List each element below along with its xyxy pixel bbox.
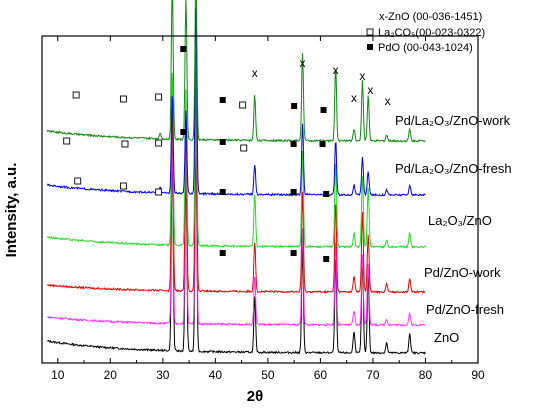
trace-line — [46, 7, 426, 197]
x-tick-label: 30 — [156, 368, 170, 382]
x-tick-label: 70 — [366, 368, 380, 382]
legend-label: x-ZnO (00-036-1451) — [379, 11, 482, 23]
pdo-peak-marker — [219, 139, 226, 145]
x-axis-label: 2θ — [247, 388, 263, 405]
pdo-peak-marker — [219, 189, 226, 195]
la2co5-peak-marker — [72, 91, 80, 99]
trace-group — [46, 0, 426, 355]
legend-filled-square-icon — [367, 44, 373, 50]
la2co5-peak-marker — [155, 188, 163, 196]
zno-peak-marker: x — [367, 83, 373, 97]
pdo-peak-marker — [323, 256, 330, 262]
x-tick-label: 10 — [51, 368, 65, 382]
pdo-peak-marker — [180, 129, 187, 135]
peak-marker-group: xxxxxxxxxx — [63, 46, 391, 262]
legend-label: PdO (00-043-1024) — [378, 42, 473, 54]
series-label: ZnO — [434, 330, 459, 345]
series-label: La₂O₃/ZnO — [428, 213, 492, 228]
legend-open-square-icon — [366, 28, 374, 36]
la2co5-peak-marker — [239, 101, 247, 109]
la2co5-peak-marker — [240, 144, 248, 152]
la2co5-peak-marker — [121, 140, 129, 148]
series-label: Pd/La₂O₃/ZnO-fresh — [395, 161, 512, 176]
pdo-peak-marker — [219, 250, 226, 256]
series-label-group: ZnO Pd/ZnO-fresh Pd/ZnO-work La₂O₃/ZnO Pd/La… — [395, 113, 512, 345]
x-tick-label: 50 — [261, 368, 275, 382]
pdo-peak-marker — [291, 103, 298, 109]
zno-peak-marker: x — [385, 94, 391, 108]
zno-peak-marker: x — [359, 69, 365, 83]
series-label: Pd/La₂O₃/ZnO-work — [395, 113, 511, 128]
pdo-peak-marker — [290, 250, 297, 256]
pdo-peak-marker — [180, 46, 187, 52]
y-axis-label: Intensity, a.u. — [3, 163, 20, 258]
zno-peak-marker: x — [252, 66, 258, 80]
pdo-peak-marker — [290, 189, 297, 195]
x-tick-label: 40 — [209, 368, 223, 382]
axes: 10 20 30 40 50 60 70 80 90 — [41, 35, 485, 382]
zno-peak-marker: x — [351, 91, 357, 105]
pdo-peak-marker — [219, 97, 226, 103]
legend: x-ZnO (00-036-1451) La₂CO₅(00-023-0322) Pd… — [366, 11, 485, 54]
trace-line — [46, 83, 426, 295]
x-tick-label: 60 — [314, 368, 328, 382]
series-label: Pd/ZnO-work — [424, 265, 501, 280]
pdo-peak-marker — [323, 191, 330, 197]
pdo-peak-marker — [320, 107, 327, 113]
x-tick-label: 90 — [471, 368, 485, 382]
la2co5-peak-marker — [119, 182, 127, 190]
x-tick-label: 80 — [419, 368, 433, 382]
la2co5-peak-marker — [155, 139, 163, 147]
zno-peak-marker: x — [300, 56, 306, 70]
pdo-peak-marker — [319, 141, 326, 147]
zno-peak-marker: x — [333, 63, 339, 77]
x-tick-label: 20 — [104, 368, 118, 382]
trace-line — [46, 51, 426, 249]
la2co5-peak-marker — [119, 95, 127, 103]
la2co5-peak-marker — [63, 137, 71, 145]
trace-line — [47, 121, 426, 327]
pdo-peak-marker — [290, 141, 297, 147]
plot-frame — [41, 35, 479, 364]
la2co5-peak-marker — [155, 93, 163, 101]
la2co5-peak-marker — [74, 177, 82, 185]
series-label: Pd/ZnO-fresh — [426, 302, 504, 317]
trace-line — [46, 0, 426, 144]
legend-label: La₂CO₅(00-023-0322) — [378, 27, 485, 39]
